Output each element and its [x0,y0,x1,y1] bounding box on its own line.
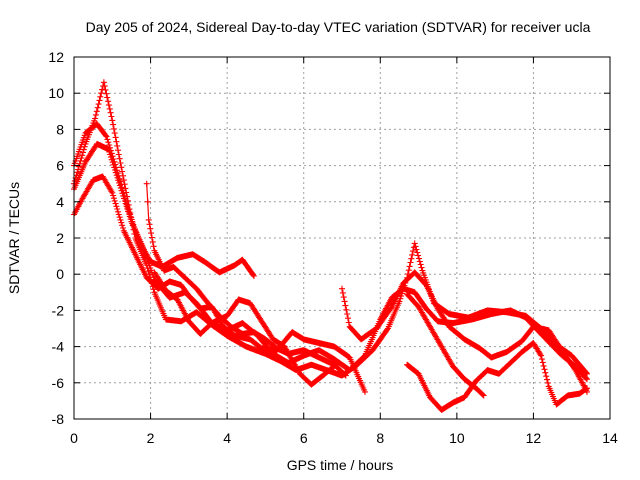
series-markers [404,291,487,399]
y-axis-label: SDTVAR / TECUs [6,182,22,294]
x-tick-label: 6 [300,430,308,446]
y-tick-label: -6 [52,375,65,391]
series-track-6 [151,269,342,388]
y-tick-labels: -8 -6 -4 -2 0 2 4 6 8 10 12 [48,49,64,427]
axis-ticks [73,56,611,420]
y-tick-label: -8 [52,411,65,427]
x-axis-label: GPS time / hours [287,457,394,473]
y-tick-label: 2 [56,230,64,246]
x-tick-label: 4 [223,430,231,446]
y-tick-label: -4 [52,339,65,355]
y-tick-label: 8 [56,121,64,137]
series-track-9 [404,291,487,399]
y-tick-label: -2 [52,302,65,318]
x-tick-label: 10 [449,430,465,446]
series-track-5 [143,180,349,379]
y-tick-label: 12 [48,49,64,65]
y-tick-label: 6 [56,158,64,174]
x-tick-labels: 0 2 4 6 8 10 12 14 [70,430,618,446]
data-series [71,79,590,413]
series-markers [143,180,349,379]
y-tick-label: 0 [56,266,64,282]
x-tick-label: 2 [147,430,155,446]
grid [74,57,610,419]
series-markers [151,269,342,388]
series-markers [339,269,590,395]
chart-title: Day 205 of 2024, Sidereal Day-to-day VTE… [86,19,591,35]
x-tick-label: 8 [376,430,384,446]
x-tick-label: 12 [526,430,542,446]
series-track-4 [71,173,368,395]
x-tick-label: 0 [70,430,78,446]
y-tick-label: 10 [48,85,64,101]
x-tick-label: 14 [602,430,618,446]
y-tick-label: 4 [56,194,64,210]
series-track-7 [339,269,590,395]
series-track-8 [404,340,590,413]
series-markers [404,340,590,413]
